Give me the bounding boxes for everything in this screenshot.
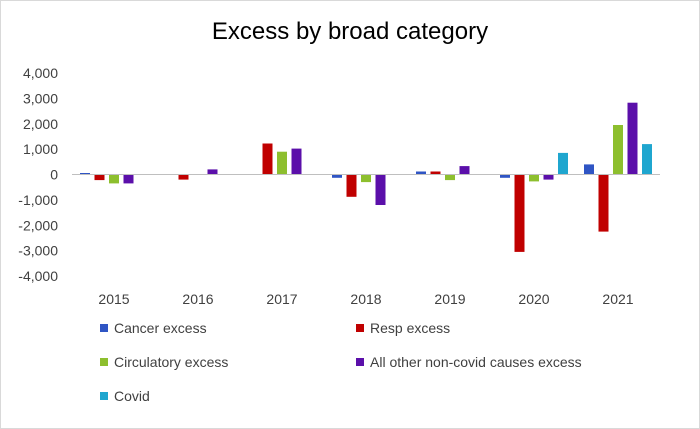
bar-covid-2020 (558, 152, 568, 175)
bars (80, 102, 652, 252)
bar-cancer-excess-2020 (500, 174, 510, 178)
bar-cancer-excess-2018 (332, 174, 342, 178)
bar-resp-excess-2017 (262, 143, 273, 175)
x-tick-label: 2020 (518, 291, 549, 307)
x-axis-labels: 2015 2016 2017 2018 2019 2020 2021 (98, 291, 633, 307)
y-tick-label: -4,000 (18, 268, 58, 284)
bar-cancer-excess-2019 (416, 171, 426, 175)
x-tick-label: 2018 (350, 291, 381, 307)
x-tick-label: 2019 (434, 291, 465, 307)
bar-circulatory-excess-2021 (613, 125, 623, 175)
chart-title: Excess by broad category (211, 18, 489, 45)
bar-resp-excess-2015 (94, 174, 105, 181)
bar-all-other-non-covid-causes-excess-2015 (123, 174, 134, 184)
bar-all-other-non-covid-causes-excess-2020 (543, 174, 554, 180)
y-axis-labels: 4,000 3,000 2,000 1,000 0 -1,000 -2,000 -3,000 -… (18, 65, 58, 284)
bar-circulatory-excess-2015 (109, 174, 119, 184)
y-tick-label: 4,000 (23, 65, 58, 81)
bar-resp-excess-2019 (430, 171, 441, 175)
bar-cancer-excess-2021 (584, 164, 594, 175)
bar-resp-excess-2021 (598, 174, 609, 232)
y-tick-label: 0 (50, 167, 58, 183)
bar-all-other-non-covid-causes-excess-2021 (627, 102, 638, 175)
bar-covid-2021 (642, 144, 652, 175)
x-tick-label: 2017 (266, 291, 297, 307)
x-tick-label: 2015 (98, 291, 129, 307)
y-tick-label: 2,000 (23, 116, 58, 132)
x-tick-label: 2016 (182, 291, 213, 307)
bar-circulatory-excess-2017 (277, 151, 287, 175)
y-tick-label: -3,000 (18, 243, 58, 259)
bar-circulatory-excess-2018 (361, 174, 371, 183)
bar-circulatory-excess-2019 (445, 174, 455, 181)
bar-resp-excess-2016 (178, 174, 189, 180)
bar-resp-excess-2018 (346, 174, 357, 197)
bar-resp-excess-2020 (514, 174, 525, 252)
y-tick-label: 3,000 (23, 90, 58, 106)
y-tick-label: -2,000 (18, 217, 58, 233)
x-tick-label: 2021 (602, 291, 633, 307)
bar-circulatory-excess-2020 (529, 174, 539, 182)
bar-all-other-non-covid-causes-excess-2019 (459, 166, 470, 175)
y-tick-label: 1,000 (23, 141, 58, 157)
y-tick-label: -1,000 (18, 192, 58, 208)
bar-all-other-non-covid-causes-excess-2016 (207, 169, 218, 175)
bar-all-other-non-covid-causes-excess-2018 (375, 174, 386, 205)
bar-cancer-excess-2015 (80, 173, 90, 175)
bar-all-other-non-covid-causes-excess-2017 (291, 148, 302, 175)
